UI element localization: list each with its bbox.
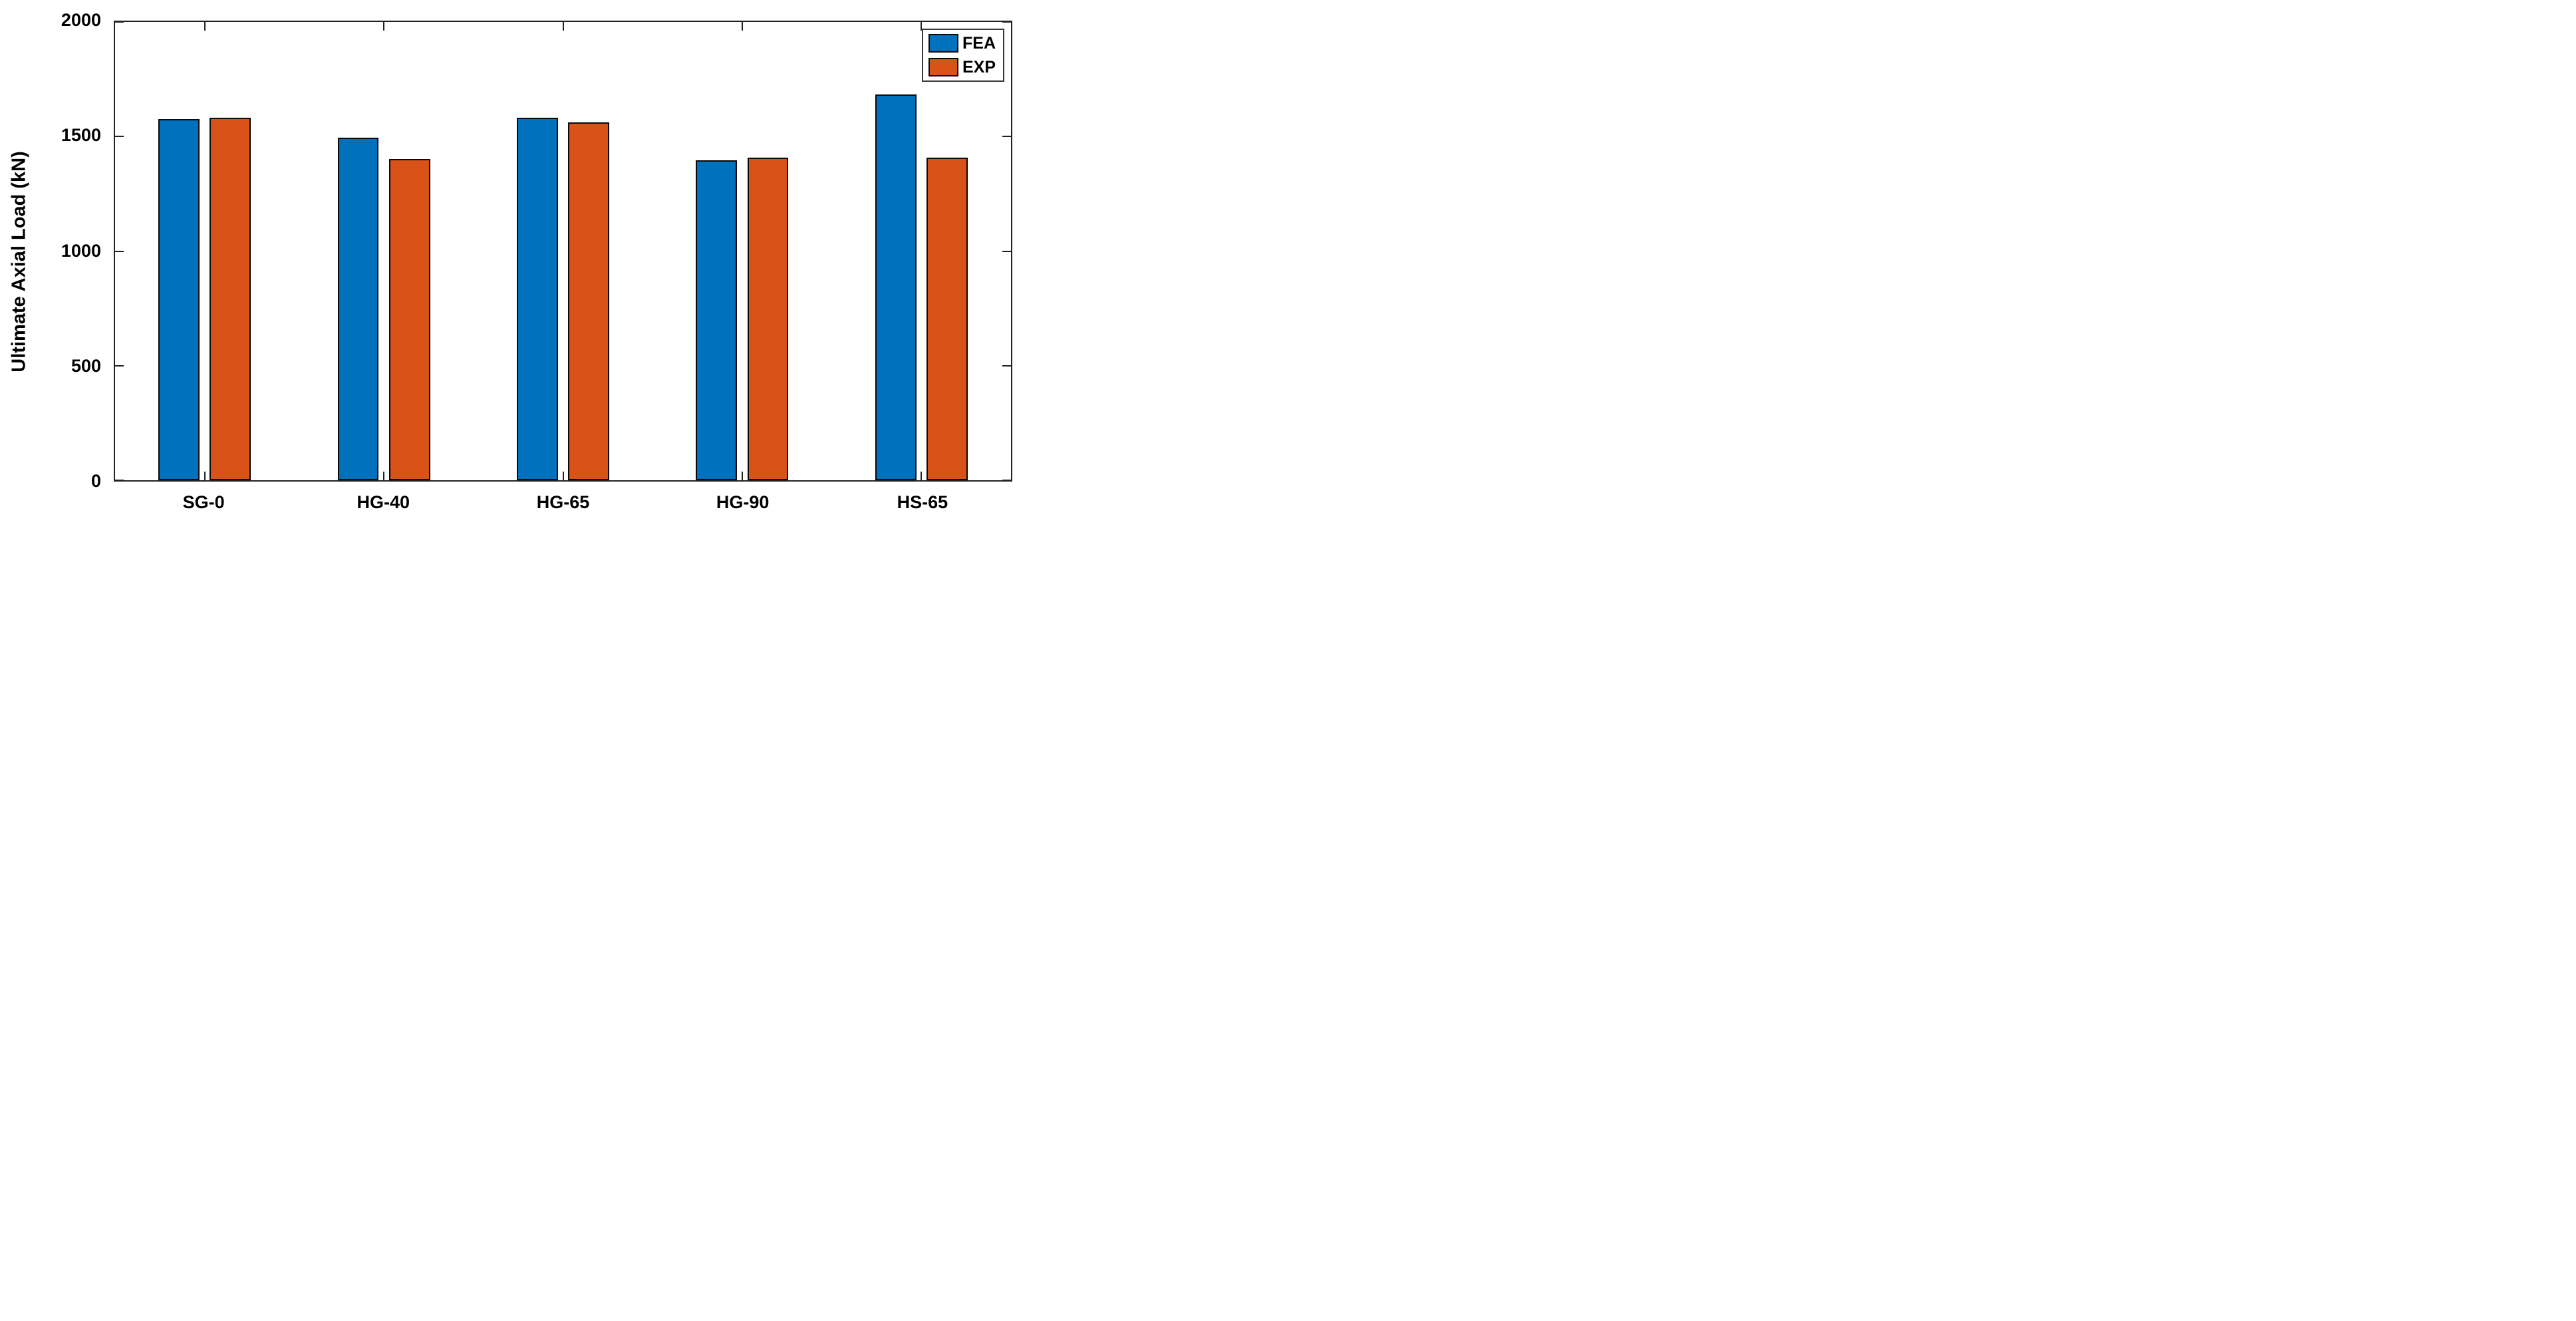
y-axis-title: Ultimate Axial Load (kN): [8, 151, 30, 372]
legend-swatch-exp: [929, 58, 958, 76]
bar-hg-40-exp: [388, 158, 430, 480]
x-tick-mark: [383, 22, 385, 31]
y-tick-label: 0: [90, 470, 101, 491]
legend-item-fea: FEA: [929, 34, 998, 53]
bar-hg-65-fea: [516, 118, 558, 480]
plot-area: [114, 21, 1012, 482]
x-tick-label-hg-40: HG-40: [357, 492, 410, 512]
y-tick-label: 1500: [61, 125, 101, 146]
bar-chart-figure: Ultimate Axial Load (kN) 0 500 1000 1500 200…: [0, 0, 1030, 528]
y-tick-mark: [115, 136, 124, 138]
y-tick-mark: [115, 21, 124, 23]
bar-hg-65-exp: [568, 122, 610, 480]
legend: FEA EXP: [922, 29, 1004, 82]
x-tick-mark: [921, 22, 923, 31]
x-tick-mark: [741, 22, 743, 31]
y-tick-mark: [115, 480, 124, 481]
y-tick-label: 1000: [61, 240, 101, 261]
y-tick-mark: [115, 250, 124, 252]
legend-label-exp: EXP: [962, 57, 996, 76]
bar-sg-0-exp: [210, 117, 251, 480]
x-tick-mark: [921, 472, 923, 480]
x-tick-label-hg-65: HG-65: [536, 492, 590, 512]
x-tick-mark: [204, 22, 206, 31]
y-tick-label: 2000: [61, 9, 101, 30]
y-tick-mark: [115, 365, 124, 367]
x-tick-label-hs-65: HS-65: [897, 492, 948, 512]
legend-swatch-fea: [929, 34, 958, 53]
y-tick-label: 500: [71, 355, 101, 376]
x-tick-label-sg-0: SG-0: [182, 492, 225, 512]
y-tick-mark: [1002, 21, 1011, 23]
y-tick-mark: [1002, 250, 1011, 252]
x-tick-mark: [383, 472, 385, 480]
bar-hg-90-fea: [696, 160, 738, 480]
x-tick-label-hg-90: HG-90: [716, 492, 770, 512]
bar-hg-40-fea: [337, 138, 379, 480]
x-tick-mark: [562, 22, 564, 31]
x-tick-mark: [741, 472, 743, 480]
bar-hs-65-fea: [875, 94, 917, 480]
bar-hs-65-exp: [927, 157, 968, 480]
y-tick-mark: [1002, 136, 1011, 138]
legend-item-exp: EXP: [929, 58, 998, 76]
legend-label-fea: FEA: [962, 33, 996, 53]
x-tick-mark: [204, 472, 206, 480]
bar-sg-0-fea: [158, 118, 200, 480]
bar-hg-90-exp: [747, 157, 789, 480]
x-tick-mark: [562, 472, 564, 480]
y-tick-mark: [1002, 365, 1011, 367]
y-tick-mark: [1002, 480, 1011, 481]
